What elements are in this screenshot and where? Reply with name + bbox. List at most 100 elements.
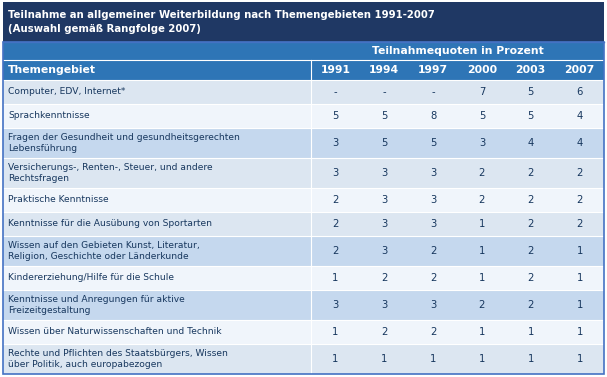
Text: 2000: 2000 — [467, 65, 497, 75]
Text: Praktische Kenntnisse: Praktische Kenntnisse — [8, 196, 109, 204]
Text: 2: 2 — [430, 327, 436, 337]
Text: Versicherungs-, Renten-, Steuer, und andere
Rechtsfragen: Versicherungs-, Renten-, Steuer, und and… — [8, 163, 212, 183]
Bar — [3, 290, 604, 320]
Text: 2007: 2007 — [565, 65, 595, 75]
Text: 1: 1 — [577, 354, 583, 364]
Text: Wissen über Naturwissenschaften und Technik: Wissen über Naturwissenschaften und Tech… — [8, 328, 222, 337]
Text: 3: 3 — [430, 195, 436, 205]
Text: 3: 3 — [332, 300, 339, 310]
Text: Kenntnisse und Anregungen für aktive
Freizeitgestaltung: Kenntnisse und Anregungen für aktive Fre… — [8, 295, 185, 315]
Text: 5: 5 — [332, 111, 339, 121]
Text: 2: 2 — [577, 195, 583, 205]
Text: 5: 5 — [479, 111, 485, 121]
Text: 1: 1 — [479, 354, 485, 364]
Text: 1: 1 — [332, 354, 339, 364]
Text: 5: 5 — [381, 138, 387, 148]
Text: 6: 6 — [577, 87, 583, 97]
Text: 1997: 1997 — [418, 65, 448, 75]
Text: 2: 2 — [479, 168, 485, 178]
Text: 3: 3 — [430, 219, 436, 229]
Text: 4: 4 — [577, 111, 583, 121]
Text: Wissen auf den Gebieten Kunst, Literatur,
Religion, Geschichte oder Länderkunde: Wissen auf den Gebieten Kunst, Literatur… — [8, 241, 200, 261]
Bar — [3, 42, 311, 60]
Text: Sprachkenntnisse: Sprachkenntnisse — [8, 112, 90, 121]
Text: Rechte und Pflichten des Staatsbürgers, Wissen
über Politik, auch europabezogen: Rechte und Pflichten des Staatsbürgers, … — [8, 349, 228, 369]
Text: 2: 2 — [332, 195, 339, 205]
Bar — [555, 60, 604, 80]
Text: 2: 2 — [332, 246, 339, 256]
Text: 2: 2 — [577, 219, 583, 229]
Bar — [3, 60, 311, 80]
Text: 2: 2 — [332, 219, 339, 229]
Bar — [3, 188, 604, 212]
Text: 1: 1 — [577, 246, 583, 256]
Bar — [3, 344, 604, 374]
Text: 5: 5 — [430, 138, 436, 148]
Text: 1: 1 — [577, 273, 583, 283]
Bar — [3, 80, 604, 104]
Text: 1: 1 — [527, 327, 534, 337]
Text: Teilnahme an allgemeiner Weiterbildung nach Themengebieten 1991-2007
(Auswahl ge: Teilnahme an allgemeiner Weiterbildung n… — [8, 10, 435, 34]
Text: 2: 2 — [381, 327, 387, 337]
Text: 2: 2 — [527, 168, 534, 178]
Text: 1: 1 — [577, 327, 583, 337]
Text: 2: 2 — [479, 300, 485, 310]
Text: 2: 2 — [527, 246, 534, 256]
Text: -: - — [382, 87, 386, 97]
Text: 4: 4 — [577, 138, 583, 148]
Text: 3: 3 — [430, 300, 436, 310]
Bar — [458, 60, 506, 80]
Text: 3: 3 — [332, 168, 339, 178]
Text: 1994: 1994 — [369, 65, 399, 75]
Bar — [3, 236, 604, 266]
Text: 2: 2 — [479, 195, 485, 205]
Text: 1: 1 — [479, 327, 485, 337]
Text: 1: 1 — [381, 354, 387, 364]
Text: 2: 2 — [430, 246, 436, 256]
Text: 1: 1 — [527, 354, 534, 364]
Text: 3: 3 — [381, 300, 387, 310]
Bar — [409, 60, 458, 80]
Text: 2: 2 — [527, 300, 534, 310]
Text: -: - — [431, 87, 435, 97]
Bar — [3, 320, 604, 344]
Text: 2: 2 — [527, 195, 534, 205]
Text: Computer, EDV, Internet*: Computer, EDV, Internet* — [8, 87, 126, 97]
Text: Fragen der Gesundheit und gesundheitsgerechten
Lebensführung: Fragen der Gesundheit und gesundheitsger… — [8, 133, 240, 153]
Text: 1: 1 — [577, 300, 583, 310]
Text: Kindererziehung/Hilfe für die Schule: Kindererziehung/Hilfe für die Schule — [8, 273, 174, 282]
Text: 8: 8 — [430, 111, 436, 121]
Bar — [3, 158, 604, 188]
Text: 3: 3 — [381, 195, 387, 205]
Text: -: - — [334, 87, 337, 97]
Bar — [311, 42, 604, 60]
Text: 2: 2 — [527, 273, 534, 283]
Text: 2: 2 — [577, 168, 583, 178]
Text: 2: 2 — [381, 273, 387, 283]
Text: Themengebiet: Themengebiet — [8, 65, 96, 75]
Text: 2: 2 — [430, 273, 436, 283]
Text: Teilnahmequoten in Prozent: Teilnahmequoten in Prozent — [371, 46, 543, 56]
Text: 3: 3 — [430, 168, 436, 178]
Text: 3: 3 — [479, 138, 485, 148]
Text: 5: 5 — [527, 111, 534, 121]
Text: 1: 1 — [430, 354, 436, 364]
Text: Kenntnisse für die Ausübung von Sportarten: Kenntnisse für die Ausübung von Sportart… — [8, 219, 212, 228]
Text: 1991: 1991 — [320, 65, 350, 75]
Bar — [3, 266, 604, 290]
Text: 5: 5 — [527, 87, 534, 97]
Bar — [311, 60, 360, 80]
Text: 2: 2 — [527, 219, 534, 229]
Text: 1: 1 — [479, 273, 485, 283]
Bar — [3, 104, 604, 128]
Text: 7: 7 — [479, 87, 485, 97]
Text: 4: 4 — [527, 138, 534, 148]
Text: 1: 1 — [479, 219, 485, 229]
Bar — [3, 2, 604, 42]
Bar — [3, 42, 604, 374]
Text: 3: 3 — [381, 219, 387, 229]
Bar — [360, 60, 409, 80]
Bar — [3, 212, 604, 236]
Text: 1: 1 — [479, 246, 485, 256]
Text: 3: 3 — [381, 168, 387, 178]
